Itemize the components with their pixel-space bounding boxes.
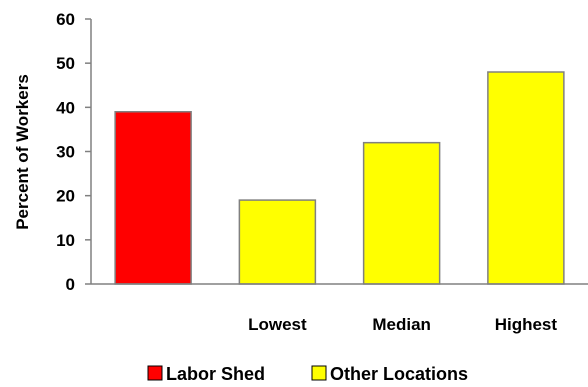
y-tick-label: 10 (56, 231, 75, 250)
category-label-median: Median (372, 315, 431, 334)
bar-highest (487, 71, 565, 285)
y-tick-label: 50 (56, 54, 75, 73)
legend-label-labor-shed: Labor Shed (166, 364, 265, 384)
bar-labor-shed (114, 111, 192, 285)
y-tick-label: 30 (56, 143, 75, 162)
category-label-lowest: Lowest (248, 315, 307, 334)
y-tick-label: 60 (56, 10, 75, 29)
bars (114, 71, 565, 285)
category-label-highest: Highest (495, 315, 558, 334)
legend: Labor Shed Other Locations (147, 364, 468, 384)
category-labels: Lowest Median Highest (248, 315, 557, 334)
bar-median (362, 141, 441, 285)
y-axis-ticks: 0 10 20 30 40 50 60 (56, 10, 91, 294)
y-tick-label: 0 (66, 275, 75, 294)
legend-swatch-other-locations (311, 365, 327, 381)
axes (90, 19, 588, 285)
legend-swatch-labor-shed (147, 365, 163, 381)
y-tick-label: 40 (56, 98, 75, 117)
y-tick-label: 20 (56, 187, 75, 206)
bar-lowest (238, 199, 317, 285)
legend-label-other-locations: Other Locations (330, 364, 468, 384)
y-axis-title: Percent of Workers (13, 74, 32, 230)
